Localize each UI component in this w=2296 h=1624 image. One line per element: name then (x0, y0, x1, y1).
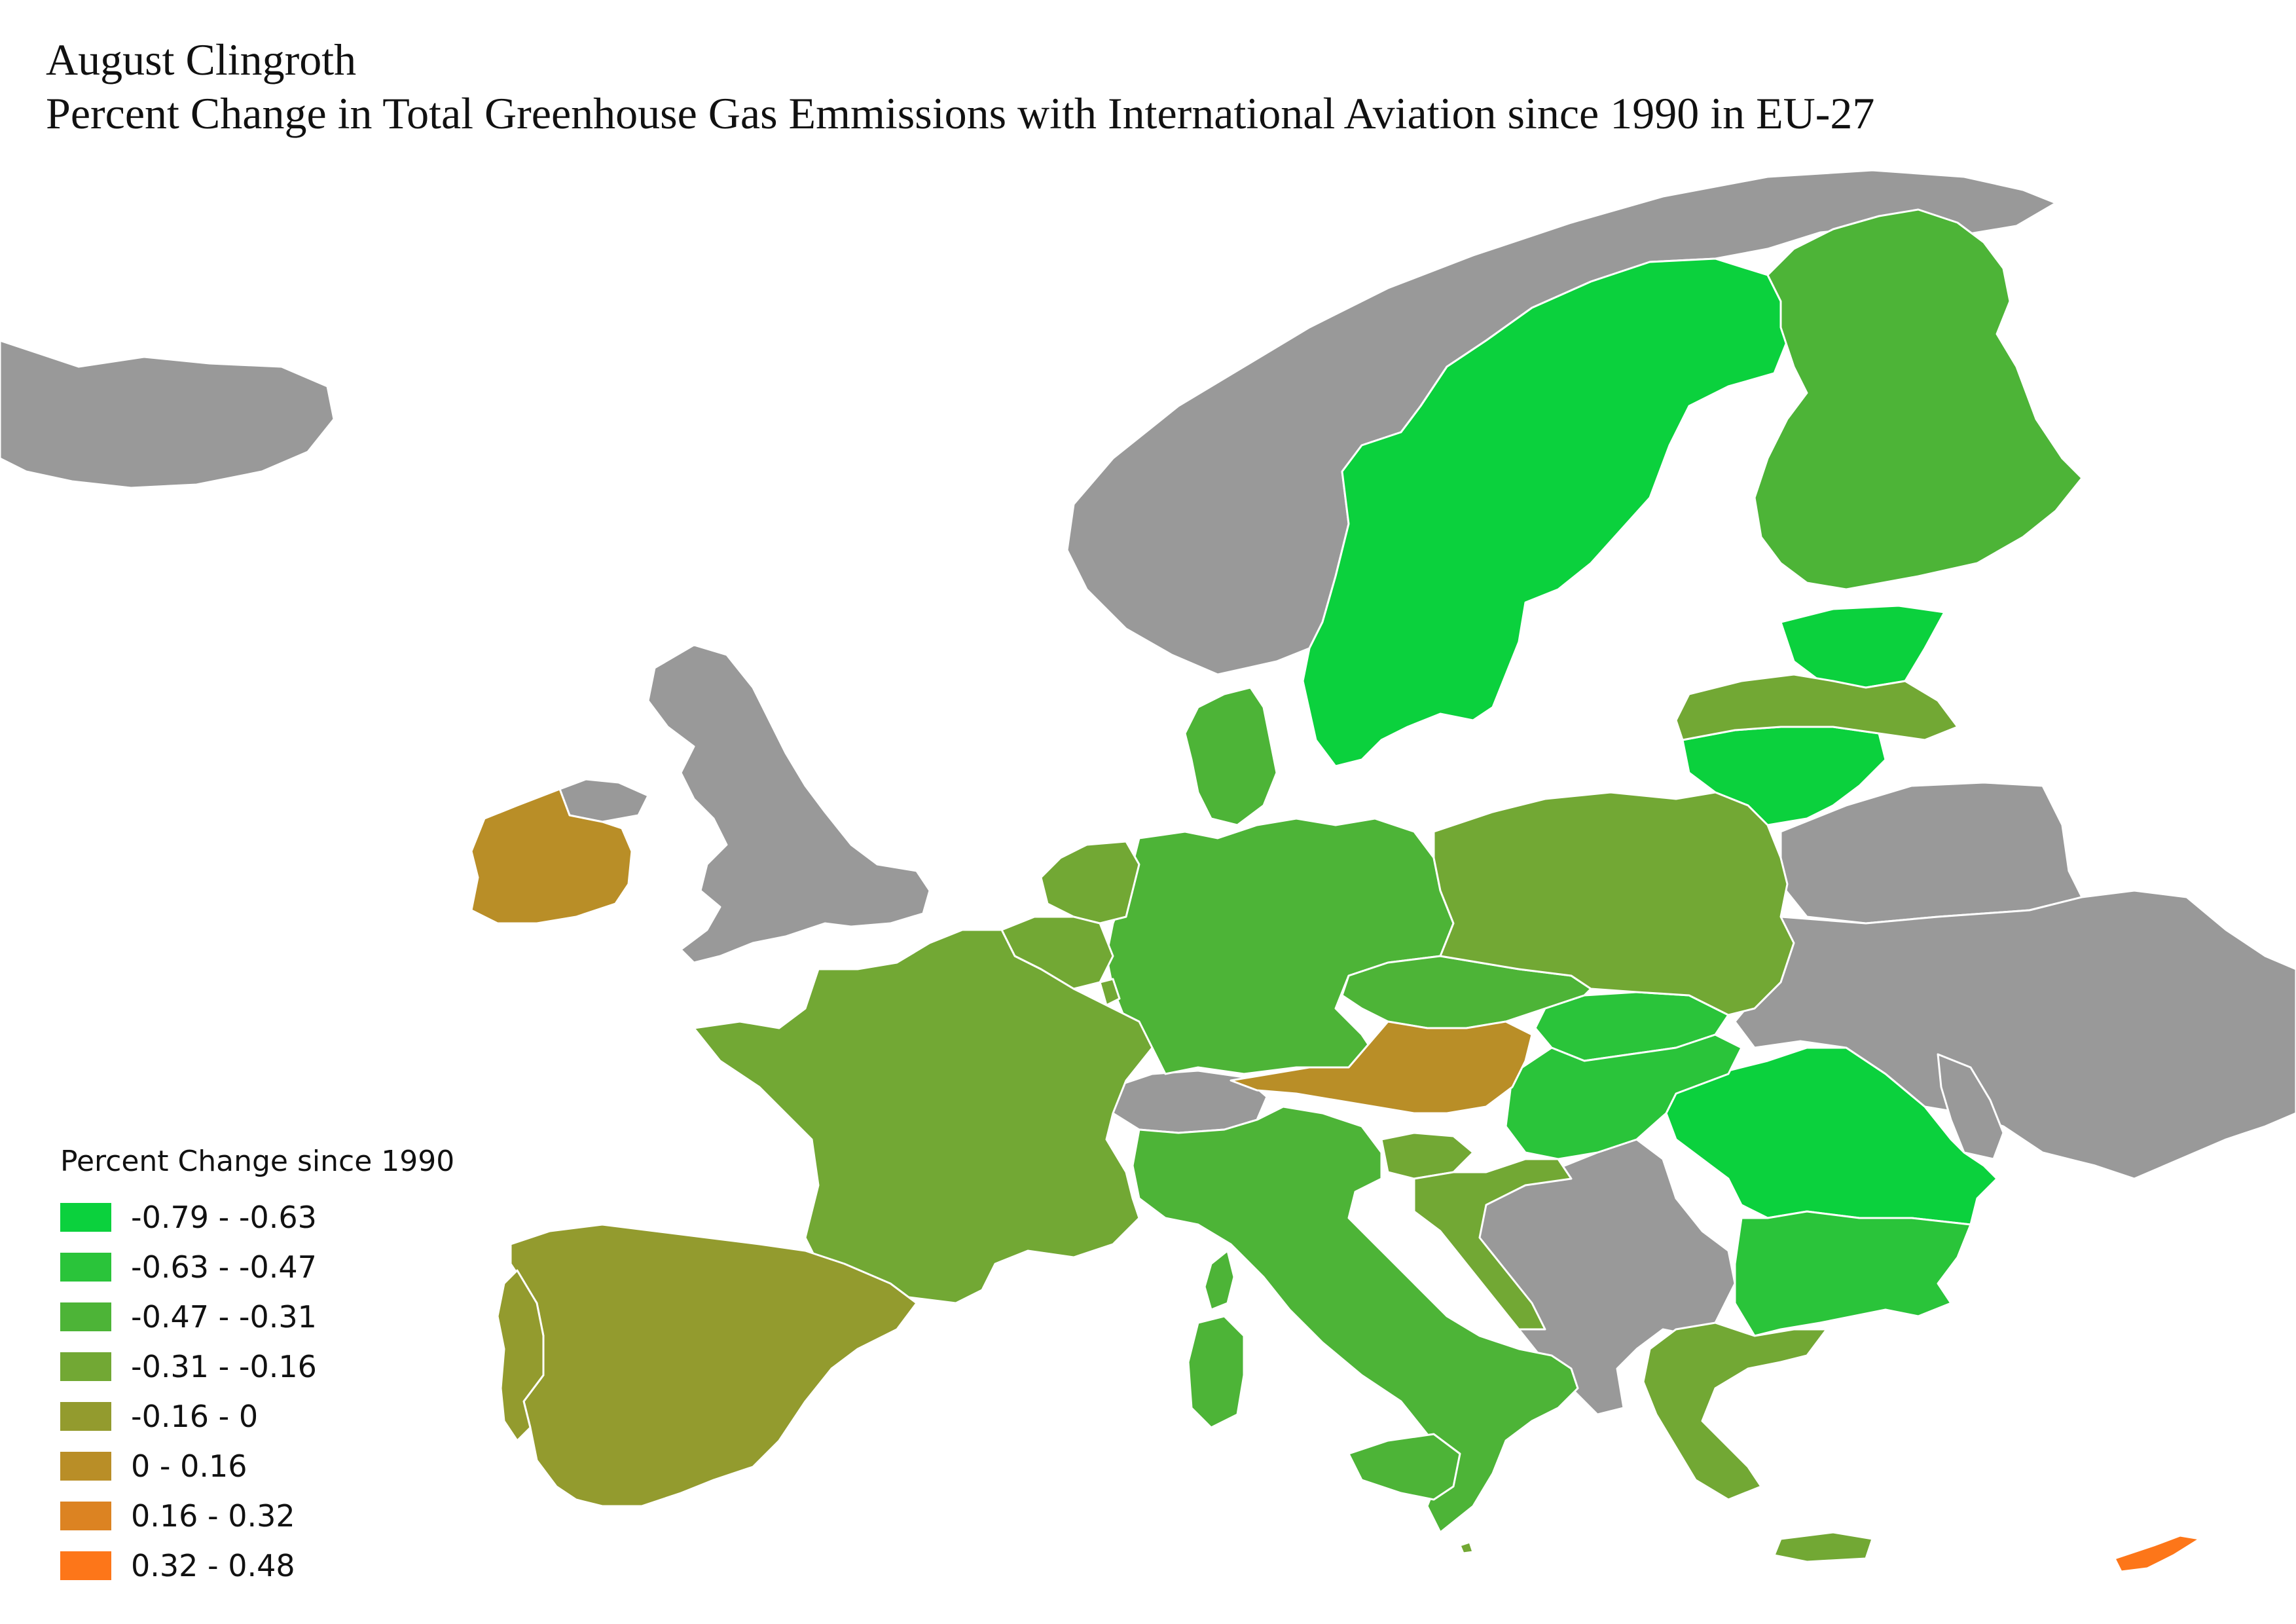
legend-item: -0.16 - 0 (60, 1392, 454, 1441)
country-slovenia[interactable] (1380, 1132, 1474, 1180)
map-title: Percent Change in Total Greenhouse Gas E… (46, 88, 1875, 138)
country-united-kingdom[interactable] (647, 644, 931, 964)
eu-countries (470, 208, 2201, 1573)
legend-swatch (60, 1502, 111, 1530)
country-portugal[interactable] (496, 1269, 545, 1442)
country-crete[interactable] (1773, 1531, 1874, 1563)
country-romania[interactable] (1665, 1046, 1998, 1226)
legend-swatch (60, 1253, 111, 1282)
legend-item: -0.31 - -0.16 (60, 1342, 454, 1392)
legend-label: -0.63 - -0.47 (131, 1249, 317, 1285)
legend-swatch (60, 1452, 111, 1481)
legend-swatch (60, 1352, 111, 1381)
country-sardinia[interactable] (1187, 1315, 1245, 1429)
legend-label: -0.47 - -0.31 (131, 1299, 317, 1335)
map-title-block: August Clingroth Percent Change in Total… (46, 33, 1874, 140)
legend-label: 0.16 - 0.32 (131, 1498, 295, 1534)
legend-item: -0.79 - -0.63 (60, 1192, 454, 1242)
legend-item: -0.63 - -0.47 (60, 1242, 454, 1292)
country-france[interactable] (693, 929, 1154, 1304)
legend-label: -0.16 - 0 (131, 1399, 259, 1434)
map-legend: Percent Change since 1990 -0.79 - -0.63 … (60, 1145, 454, 1591)
country-malta[interactable] (1459, 1541, 1474, 1555)
legend-title: Percent Change since 1990 (60, 1145, 455, 1178)
country-belarus[interactable] (1779, 781, 2083, 925)
legend-item: 0 - 0.16 (60, 1441, 454, 1491)
legend-swatch (60, 1402, 111, 1431)
country-italy[interactable] (1131, 1105, 1579, 1534)
country-bulgaria[interactable] (1734, 1210, 1972, 1337)
legend-item: 0.16 - 0.32 (60, 1491, 454, 1541)
legend-swatch (60, 1203, 111, 1232)
country-corsica[interactable] (1203, 1249, 1235, 1311)
country-sicily[interactable] (1347, 1433, 1461, 1501)
legend-label: -0.31 - -0.16 (131, 1349, 317, 1384)
country-austria[interactable] (1230, 1020, 1533, 1115)
legend-label: 0 - 0.16 (131, 1449, 247, 1484)
non-eu-countries (0, 169, 2296, 1416)
country-luxembourg[interactable] (1099, 978, 1121, 1006)
legend-item: 0.32 - 0.48 (60, 1541, 454, 1591)
country-denmark[interactable] (1184, 686, 1278, 826)
legend-swatch (60, 1551, 111, 1580)
country-poland[interactable] (1432, 791, 1795, 1016)
country-cyprus[interactable] (2113, 1534, 2201, 1573)
legend-items: -0.79 - -0.63 -0.63 - -0.47 -0.47 - -0.3… (60, 1192, 454, 1591)
country-netherlands[interactable] (1040, 840, 1140, 925)
legend-swatch (60, 1302, 111, 1331)
legend-label: -0.79 - -0.63 (131, 1200, 317, 1235)
country-finland[interactable] (1753, 208, 2083, 591)
country-latvia[interactable] (1675, 673, 1959, 741)
legend-item: -0.47 - -0.31 (60, 1292, 454, 1342)
country-moldova[interactable] (1937, 1053, 2005, 1160)
legend-label: 0.32 - 0.48 (131, 1548, 295, 1583)
country-iceland[interactable] (0, 339, 335, 489)
country-ukraine[interactable] (1734, 889, 2296, 1180)
country-hungary[interactable] (1504, 1033, 1743, 1160)
country-croatia[interactable] (1413, 1158, 1573, 1331)
country-ireland[interactable] (470, 788, 633, 925)
country-estonia[interactable] (1779, 604, 1946, 689)
author-label: August Clingroth (46, 35, 357, 84)
country-greece[interactable] (1642, 1321, 1828, 1501)
